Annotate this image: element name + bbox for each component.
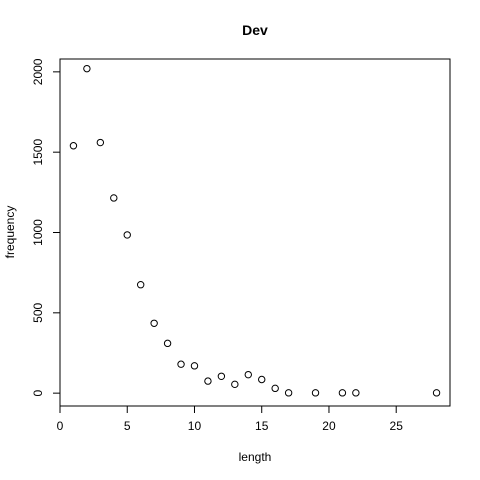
data-point — [150, 319, 158, 327]
data-point — [136, 281, 145, 289]
data-point — [338, 389, 347, 397]
y-axis-label: frequency — [3, 206, 17, 259]
data-point — [96, 138, 105, 147]
y-tick-label: 0 — [31, 389, 45, 396]
data-point — [110, 194, 118, 202]
x-tick-label: 25 — [390, 419, 404, 433]
data-point — [69, 142, 78, 150]
y-tick-label: 1500 — [31, 139, 45, 166]
data-points — [69, 64, 441, 397]
x-tick-label: 20 — [322, 419, 336, 433]
data-point — [190, 362, 199, 370]
y-tick-label: 500 — [31, 302, 45, 322]
data-point — [123, 231, 131, 239]
data-point — [352, 389, 360, 397]
x-tick-label: 15 — [255, 419, 269, 433]
x-axis-label: length — [239, 450, 272, 464]
data-point — [217, 372, 226, 380]
x-tick-label: 10 — [188, 419, 202, 433]
y-axis: 0 500 1000 1500 2000 — [31, 58, 60, 396]
x-tick-label: 0 — [57, 419, 64, 433]
data-point — [271, 384, 279, 393]
data-point — [432, 389, 441, 397]
data-point — [244, 370, 252, 379]
y-tick-label: 1000 — [31, 219, 45, 246]
data-point — [231, 380, 239, 389]
data-point — [177, 360, 185, 368]
plot-frame — [59, 58, 451, 407]
data-point — [311, 389, 320, 397]
y-tick-label: 2000 — [31, 58, 45, 85]
data-point — [204, 377, 212, 385]
data-point — [83, 64, 91, 73]
data-point — [163, 339, 172, 348]
x-tick-label: 5 — [124, 419, 131, 433]
x-axis: 0 5 10 15 20 25 — [57, 406, 404, 433]
data-point — [284, 389, 293, 397]
chart-title: Dev — [242, 22, 268, 38]
data-point — [258, 375, 266, 384]
